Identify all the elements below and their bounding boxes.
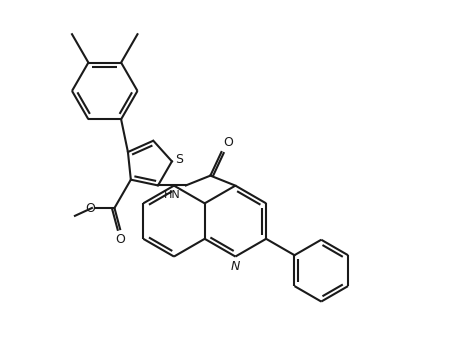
Text: N: N [231,260,240,273]
Text: O: O [116,233,125,246]
Text: O: O [224,136,233,149]
Text: O: O [85,202,95,214]
Text: S: S [176,153,183,166]
Text: HN: HN [163,190,180,200]
